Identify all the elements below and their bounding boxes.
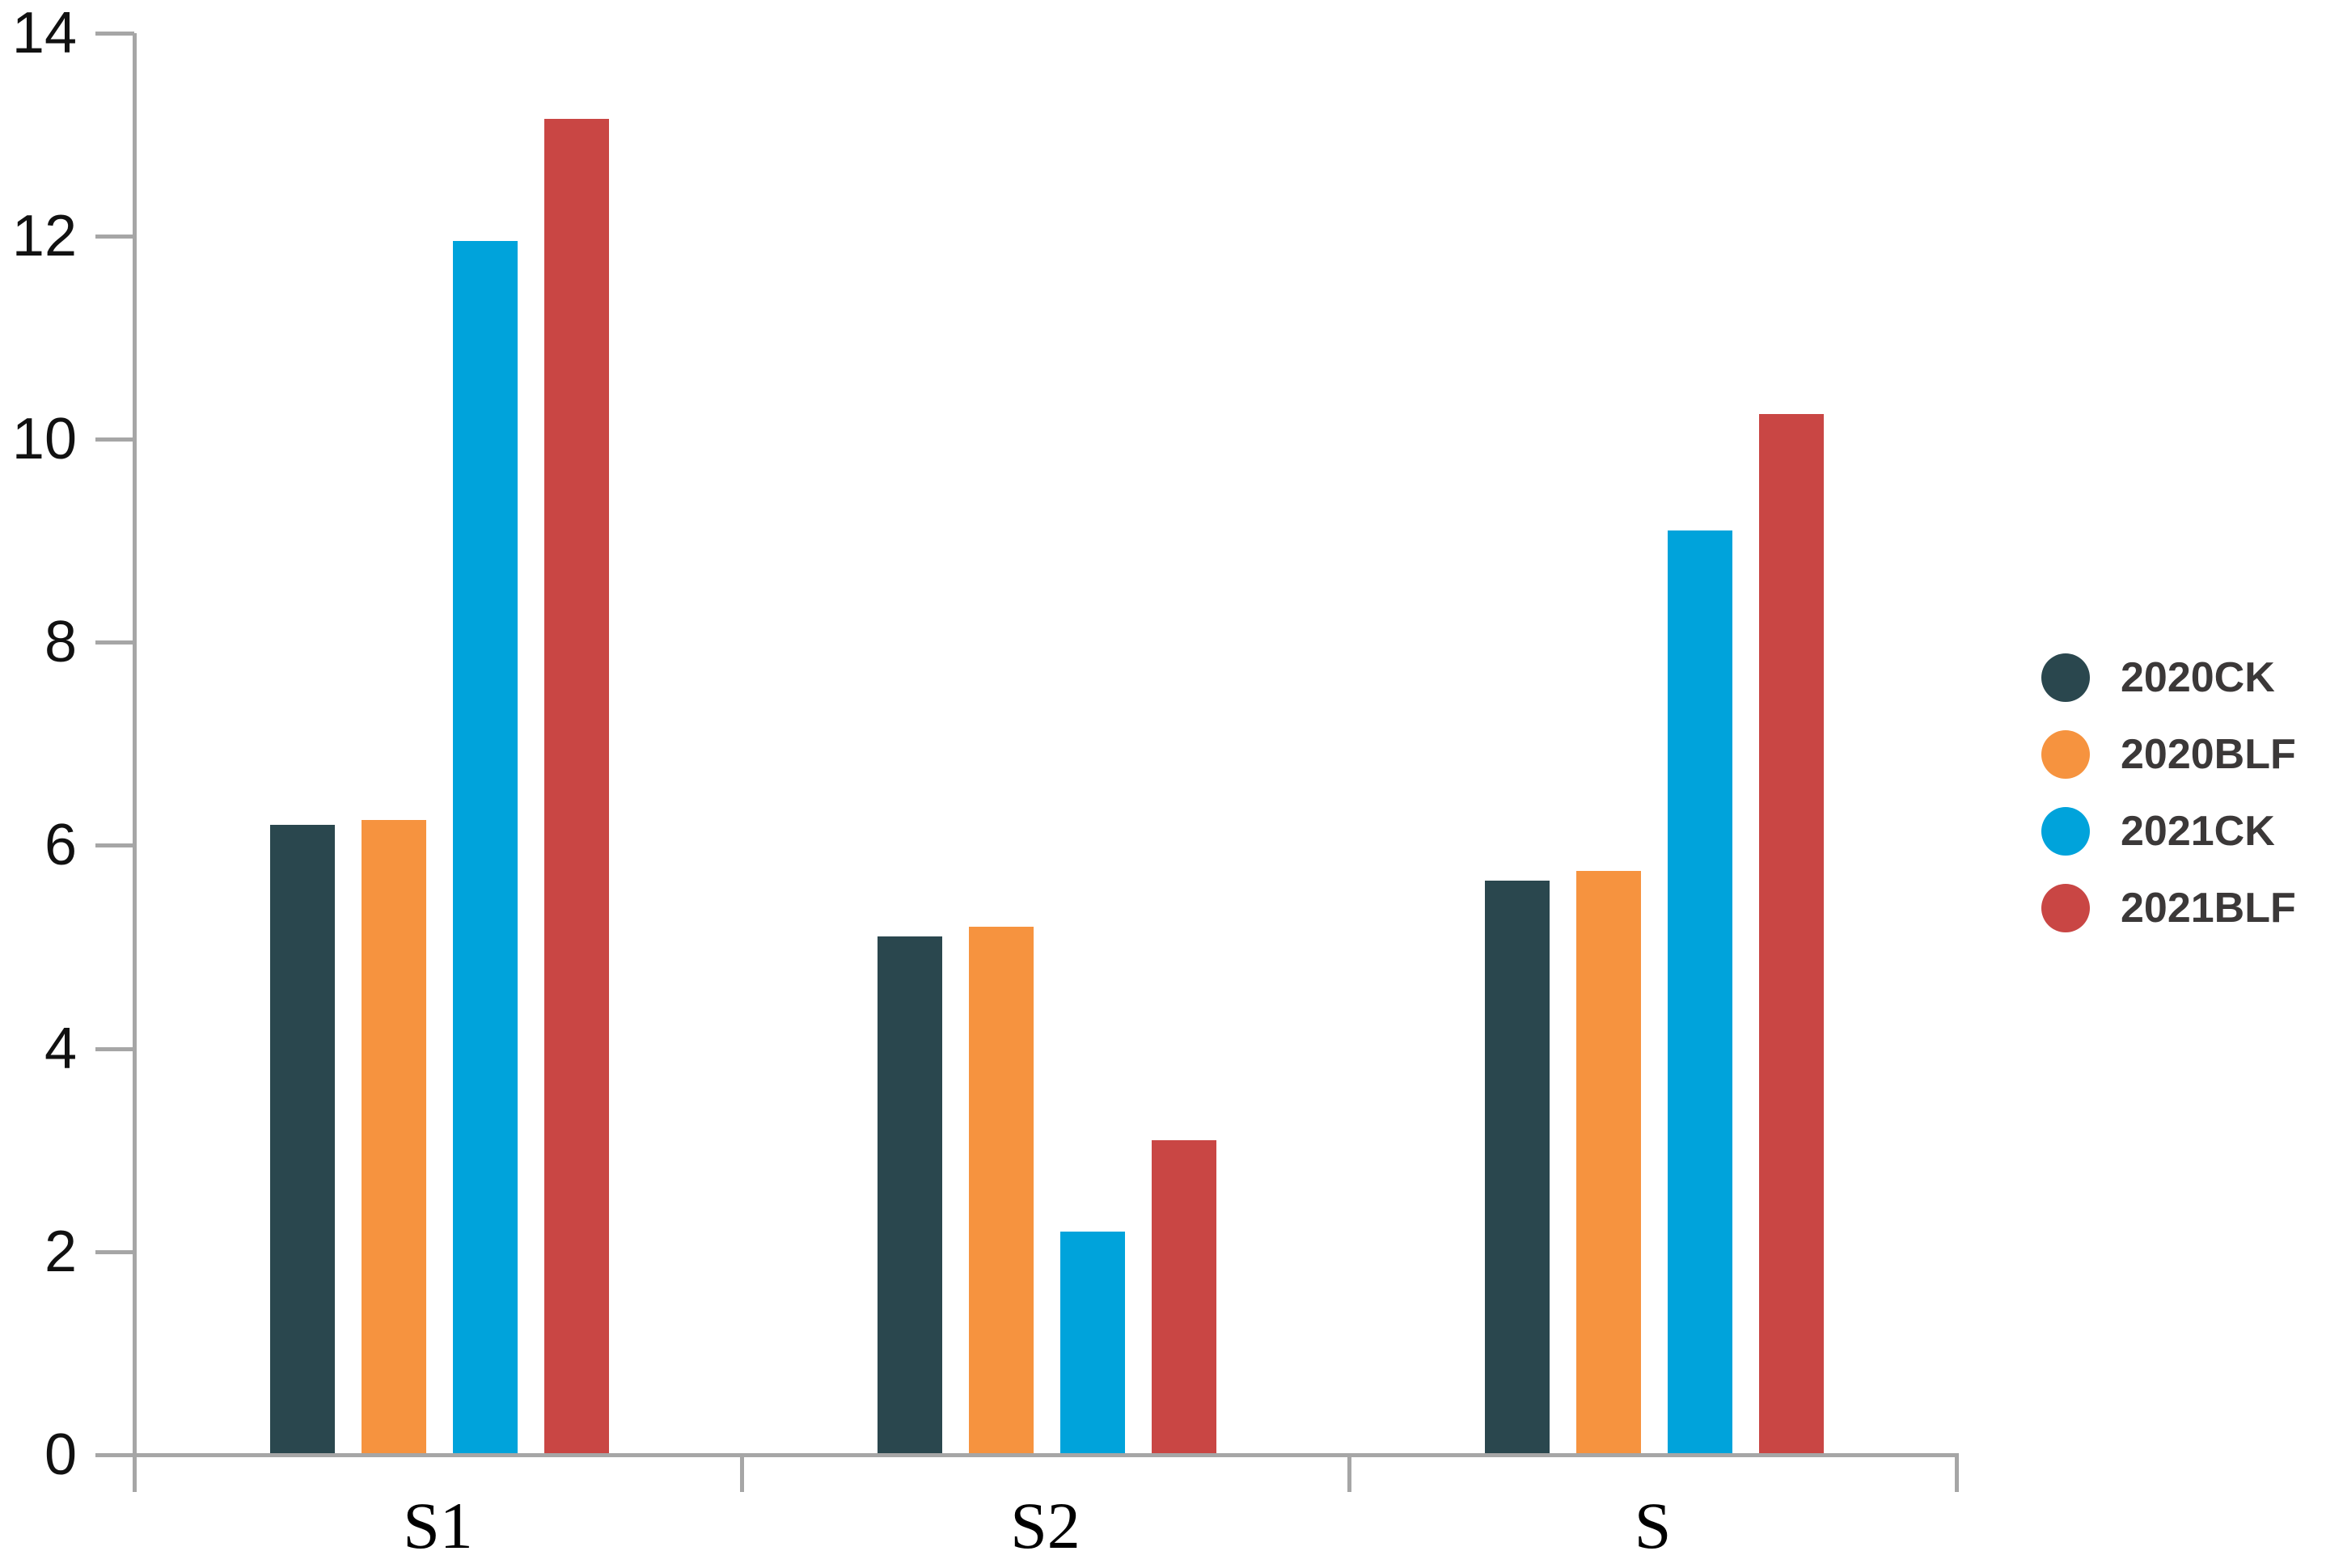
x-axis-tick	[1955, 1457, 1959, 1492]
bar-2020CK-S1	[270, 825, 335, 1455]
legend-item: 2020BLF	[2041, 730, 2296, 779]
y-axis-line	[133, 33, 137, 1492]
x-axis-category-label: S	[1634, 1489, 1672, 1562]
y-axis-tick-label: 4	[44, 1016, 77, 1081]
legend-swatch-icon	[2041, 730, 2090, 779]
legend-swatch-icon	[2041, 884, 2090, 932]
y-axis-tick	[95, 31, 134, 36]
y-axis-tick	[95, 843, 134, 848]
bar-2020CK-S2	[878, 936, 942, 1455]
y-axis-tick-label: 14	[11, 0, 77, 66]
legend-label: 2020CK	[2121, 654, 2275, 701]
x-axis-category-label: S2	[1010, 1489, 1081, 1562]
legend-swatch-icon	[2041, 807, 2090, 856]
y-axis-tick-label: 8	[44, 610, 77, 675]
bar-2020BLF-S	[1576, 870, 1641, 1455]
bar-2021BLF-S1	[544, 119, 609, 1455]
y-axis-tick-label: 6	[44, 813, 77, 878]
bar-2021CK-S	[1668, 530, 1732, 1455]
legend-item: 2020CK	[2041, 653, 2296, 702]
y-axis-tick	[95, 437, 134, 442]
bar-2020BLF-S2	[969, 926, 1034, 1455]
legend-swatch-icon	[2041, 653, 2090, 702]
y-axis-tick-label: 10	[11, 407, 77, 471]
legend-label: 2021CK	[2121, 808, 2275, 855]
x-axis-tick	[740, 1457, 744, 1492]
y-axis-tick	[95, 1249, 134, 1254]
bar-2020CK-S	[1485, 881, 1550, 1455]
x-axis-tick	[1347, 1457, 1351, 1492]
legend-label: 2020BLF	[2121, 731, 2296, 778]
legend: 2020CK 2020BLF 2021CK 2021BLF	[2041, 653, 2296, 961]
legend-item: 2021CK	[2041, 807, 2296, 856]
legend-item: 2021BLF	[2041, 884, 2296, 932]
y-axis-tick-label: 12	[11, 203, 77, 268]
x-axis-line	[133, 1453, 1959, 1457]
bar-2021BLF-S	[1759, 413, 1824, 1455]
y-axis-tick-label: 0	[44, 1422, 77, 1487]
bar-2021CK-S1	[453, 241, 518, 1455]
y-axis-tick	[95, 640, 134, 645]
bar-2021CK-S2	[1060, 1231, 1125, 1455]
y-axis-tick	[95, 1453, 134, 1457]
legend-label: 2021BLF	[2121, 885, 2296, 932]
x-axis-category-label: S1	[403, 1489, 473, 1562]
bar-2021BLF-S2	[1152, 1139, 1216, 1455]
bar-2020BLF-S1	[362, 820, 426, 1455]
y-axis-tick	[95, 1046, 134, 1051]
y-axis-tick-label: 2	[44, 1219, 77, 1284]
y-axis-tick	[95, 234, 134, 239]
